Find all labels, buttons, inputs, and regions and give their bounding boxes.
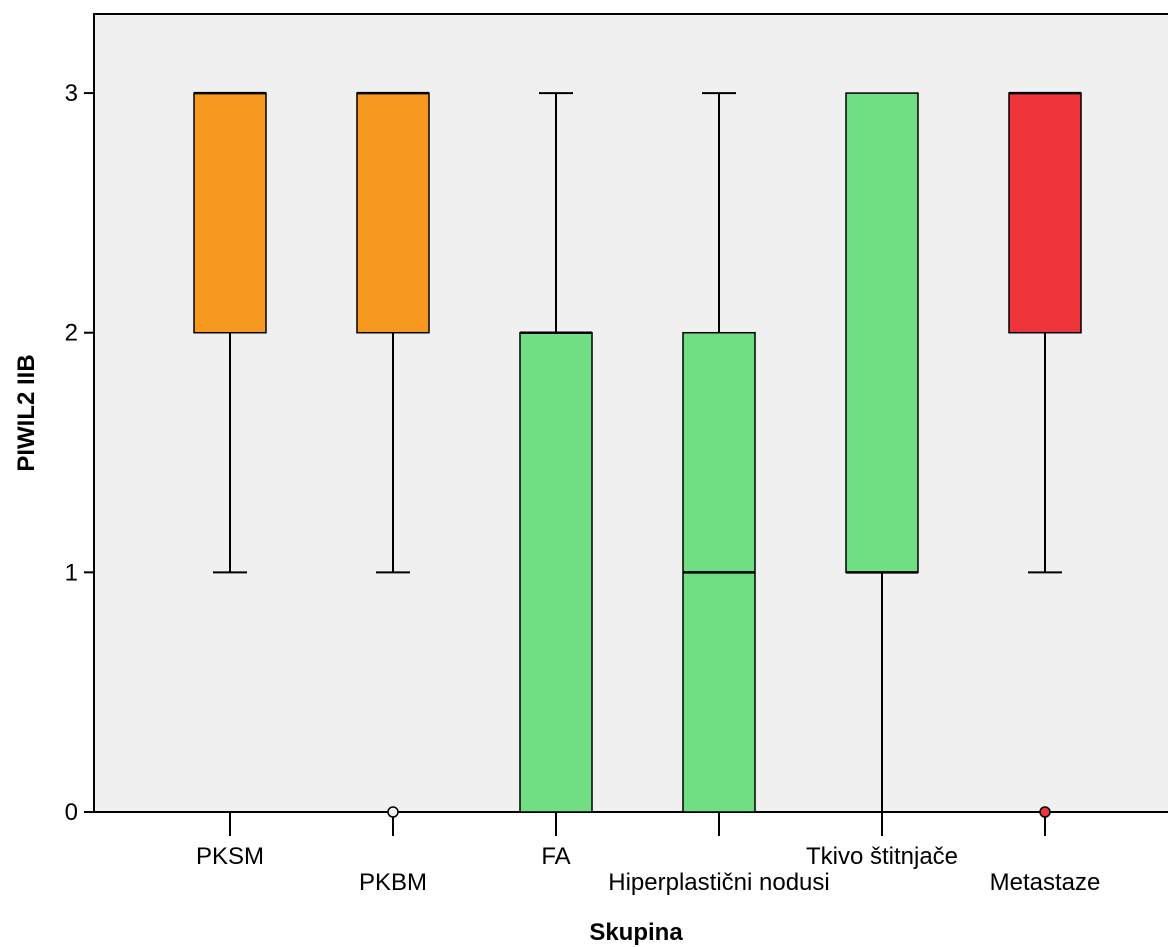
y-axis: 0 1 2 3: [65, 14, 95, 826]
x-tick-label: Hiperplastični nodusi: [608, 869, 829, 896]
y-tick-label: 1: [65, 559, 78, 586]
box-group: [193, 91, 267, 574]
box-group: [519, 92, 593, 813]
outlier-point: [387, 806, 399, 818]
box-group: [356, 91, 430, 818]
box-group: [682, 92, 756, 813]
y-axis-title: PIWIL2 IIB: [13, 354, 40, 471]
y-tick-label: 0: [65, 799, 78, 826]
outlier-point: [1039, 806, 1051, 818]
x-tick-label: FA: [541, 843, 570, 870]
box: [193, 92, 267, 334]
y-tick-label: 2: [65, 320, 78, 347]
boxes: [193, 91, 1082, 818]
x-axis-title: Skupina: [589, 919, 683, 946]
x-tick-label: PKBM: [359, 869, 427, 896]
x-tick-label: Metastaze: [990, 869, 1101, 896]
box-group: [845, 92, 919, 813]
x-tick-label: PKSM: [196, 843, 264, 870]
box: [356, 92, 430, 334]
x-tick-label: Tkivo štitnjače: [806, 843, 958, 870]
box: [1008, 92, 1082, 334]
box: [845, 92, 919, 574]
box-group: [1008, 91, 1082, 818]
plot-area: [93, 13, 1168, 813]
box: [519, 331, 593, 813]
y-tick-label: 3: [65, 80, 78, 107]
